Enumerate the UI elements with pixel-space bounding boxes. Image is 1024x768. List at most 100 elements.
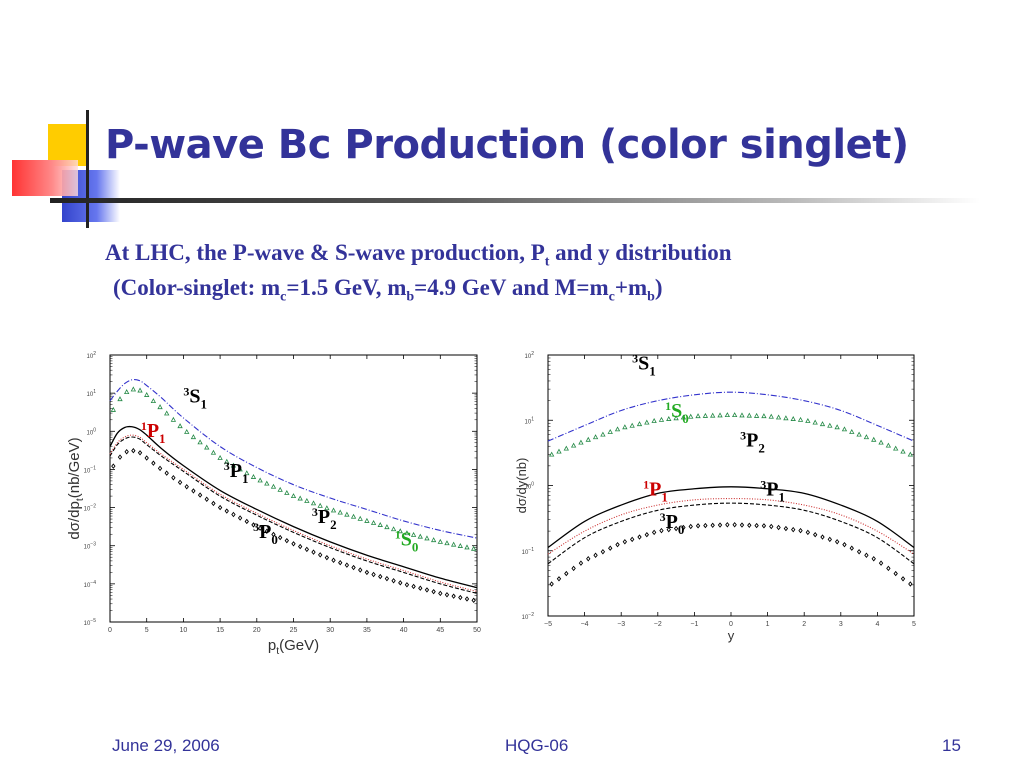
data-point-triangle (768, 413, 774, 419)
plot-frame (109, 354, 478, 623)
series-solid-line (109, 425, 478, 589)
deco-red-square (12, 160, 78, 196)
data-point-diamond (637, 534, 642, 540)
data-point-triangle (230, 462, 237, 468)
data-point-diamond (164, 470, 169, 476)
data-point-triangle (775, 414, 782, 420)
curve-label-3P2: 3P2 (740, 428, 765, 455)
data-point-triangle (688, 413, 694, 419)
data-point-diamond (391, 578, 396, 584)
data-point-triangle (834, 424, 840, 430)
y-tick-label: 100 (87, 427, 97, 436)
data-point-diamond (608, 545, 613, 551)
data-point-diamond (651, 529, 657, 536)
x-tick-label: 0 (729, 621, 733, 628)
data-point-diamond (371, 571, 376, 578)
x-tick-label: −2 (654, 621, 662, 628)
data-point-triangle (410, 531, 417, 537)
data-point-diamond (600, 549, 606, 555)
data-point-triangle (570, 442, 577, 448)
data-point-triangle (563, 445, 569, 451)
data-point-triangle (124, 389, 130, 395)
y-tick-label: 10−1 (522, 547, 535, 556)
data-point-diamond (659, 527, 664, 534)
data-point-triangle (350, 513, 357, 519)
data-point-triangle (592, 434, 599, 440)
data-point-triangle (164, 410, 170, 416)
data-point-diamond (630, 536, 635, 543)
x-tick-label: 35 (363, 627, 371, 634)
data-point-diamond (458, 594, 463, 601)
data-point-diamond (791, 526, 796, 533)
footer-center: HQG-06 (505, 736, 569, 755)
x-axis-label: y (728, 628, 735, 643)
data-point-diamond (191, 488, 196, 494)
curve-label-3P1: 3P1 (224, 459, 249, 486)
y-tick-label: 102 (87, 351, 97, 360)
data-point-triangle (841, 426, 848, 432)
data-point-diamond (747, 522, 752, 529)
data-point-triangle (217, 454, 223, 460)
data-point-triangle (357, 515, 363, 521)
curve-label-1S0: 1S0 (665, 399, 689, 426)
data-point-diamond (204, 496, 209, 502)
data-point-triangle (390, 526, 397, 532)
data-point-diamond (124, 449, 129, 455)
data-point-diamond (257, 525, 263, 531)
data-point-triangle (424, 535, 430, 541)
data-point-triangle (110, 406, 117, 412)
curve-label-3P0: 3P0 (660, 510, 685, 537)
data-point-diamond (871, 556, 876, 562)
data-point-triangle (384, 524, 390, 530)
data-point-diamond (842, 541, 847, 548)
x-tick-label: 40 (400, 627, 408, 634)
data-point-diamond (834, 539, 840, 545)
y-tick-label: 101 (525, 416, 535, 425)
y-tick-label: 10−4 (84, 580, 97, 589)
data-point-diamond (151, 460, 156, 466)
data-point-diamond (864, 552, 869, 558)
data-point-triangle (264, 480, 270, 486)
data-point-triangle (907, 451, 914, 457)
x-axis-label: pt(GeV) (268, 637, 319, 657)
data-point-triangle (900, 448, 906, 454)
data-point-triangle (337, 509, 343, 515)
data-point-triangle (190, 434, 197, 440)
data-point-diamond (197, 492, 203, 498)
data-point-diamond (586, 556, 591, 562)
data-point-diamond (144, 455, 149, 461)
x-tick-label: 4 (875, 621, 879, 628)
data-point-triangle (330, 507, 337, 513)
data-point-triangle (805, 417, 811, 423)
curve-label-3P1: 3P1 (760, 477, 785, 504)
data-point-diamond (725, 522, 730, 528)
series-diamonds-5 (111, 447, 476, 604)
data-point-triangle (270, 483, 277, 489)
data-point-diamond (318, 552, 323, 558)
data-point-triangle (578, 439, 584, 445)
data-point-diamond (703, 522, 708, 529)
data-point-triangle (117, 396, 123, 402)
series-dashed-line (547, 502, 915, 565)
curve-label-1P1: 1P1 (643, 477, 668, 504)
data-point-diamond (304, 546, 310, 553)
data-point-triangle (739, 412, 745, 418)
y-axis-label: dσ/dpt(nb/GeV) (66, 437, 86, 539)
data-point-diamond (344, 562, 350, 568)
data-point-triangle (666, 416, 672, 421)
data-point-diamond (177, 479, 183, 486)
series-dotted-line (547, 497, 915, 555)
data-point-triangle (444, 540, 450, 546)
data-point-diamond (398, 580, 403, 586)
data-point-diamond (886, 565, 891, 572)
series-dashdot-line (109, 379, 478, 539)
data-point-triangle (783, 415, 789, 421)
series-dashdot-line (547, 391, 915, 442)
y-tick-label: 10−3 (84, 542, 97, 551)
data-point-diamond (338, 559, 343, 566)
data-point-triangle (556, 448, 562, 454)
data-point-diamond (411, 583, 416, 590)
data-point-diamond (908, 581, 913, 587)
data-point-triangle (437, 538, 443, 544)
y-tick-label: 100 (525, 482, 535, 491)
